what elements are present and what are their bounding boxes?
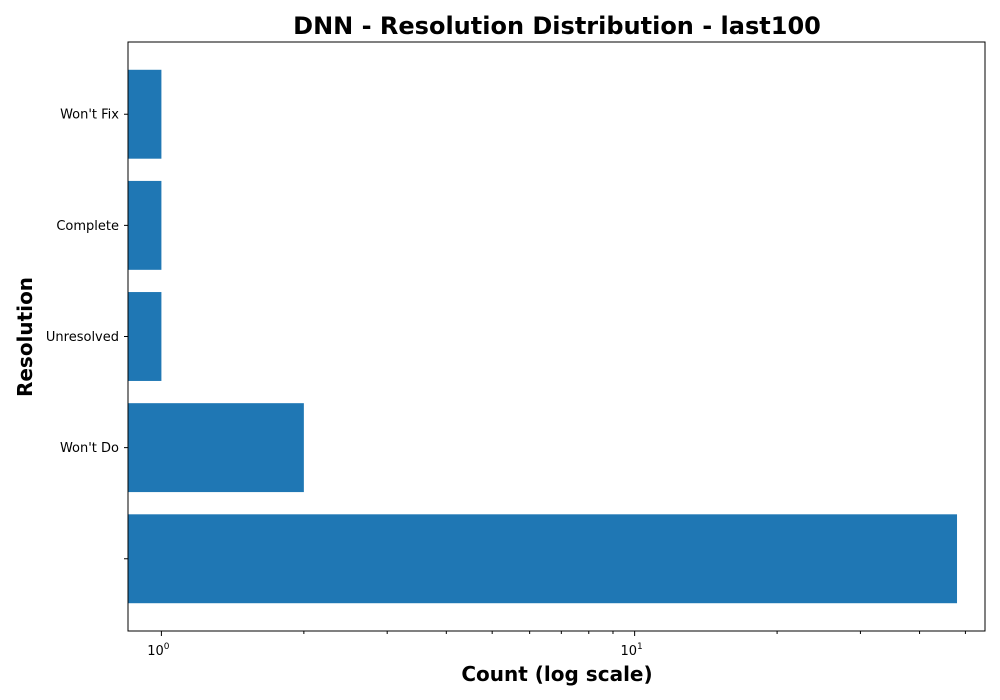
y-axis-label: Resolution xyxy=(13,277,37,397)
chart-title: DNN - Resolution Distribution - last100 xyxy=(293,12,821,40)
plot-frame xyxy=(127,41,986,632)
x-axis-label: Count (log scale) xyxy=(461,662,652,686)
y-ticks-group: Won't Do Unresolved Complete Won't Fix xyxy=(46,108,128,560)
bar xyxy=(128,514,958,604)
bar xyxy=(128,69,162,159)
x-tick-label: 100 xyxy=(147,642,170,659)
y-tick-label: Won't Do xyxy=(60,441,119,456)
x-tick-label: 101 xyxy=(620,642,642,659)
y-tick-label: Unresolved xyxy=(46,330,119,345)
bar xyxy=(128,180,162,270)
bar xyxy=(128,403,304,493)
bar xyxy=(128,292,162,381)
y-tick-label: Won't Fix xyxy=(60,108,119,123)
y-tick-label: Complete xyxy=(56,219,119,234)
bars-group xyxy=(128,69,958,604)
